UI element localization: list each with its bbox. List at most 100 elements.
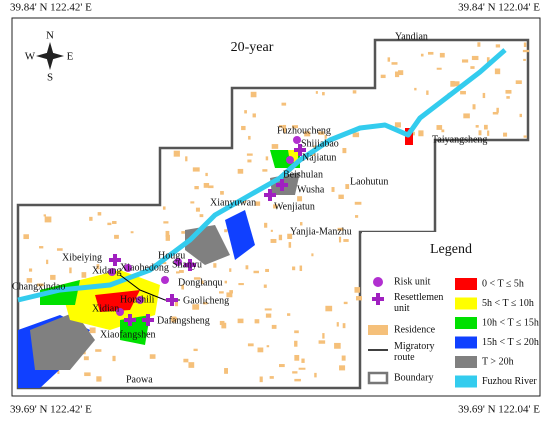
residence <box>185 156 188 162</box>
resettlement-unit <box>276 179 288 191</box>
legend-label: 10h < T ≤ 15h <box>482 317 539 328</box>
place-label: Xibeiying <box>62 252 102 263</box>
residence <box>324 134 327 139</box>
residence <box>193 277 201 280</box>
residence <box>219 291 224 294</box>
residence <box>46 259 49 265</box>
residence <box>380 74 386 79</box>
residence <box>262 169 268 172</box>
residence <box>208 185 214 189</box>
place-label: Hougu <box>158 250 185 261</box>
place-label: Xidian <box>92 303 119 314</box>
residence <box>264 308 272 311</box>
residence <box>162 206 166 210</box>
residence <box>482 92 486 99</box>
residence <box>298 367 306 370</box>
residence <box>114 234 119 239</box>
residence <box>171 316 177 323</box>
residence <box>250 91 257 98</box>
corner-coordinate: 39.69' N 122.42' E <box>10 404 92 416</box>
residence <box>253 270 259 274</box>
residence <box>336 322 339 327</box>
residence <box>23 234 29 240</box>
legend-swatch <box>455 278 477 290</box>
residence <box>523 58 526 61</box>
residence <box>496 107 499 113</box>
residence <box>292 125 299 129</box>
residence <box>36 283 44 287</box>
residence <box>176 271 180 274</box>
legend-box <box>362 232 538 394</box>
residence <box>112 221 117 224</box>
residence <box>165 234 170 241</box>
residence <box>254 319 260 324</box>
residence <box>270 229 273 232</box>
residence <box>355 215 359 218</box>
legend-label: route <box>394 352 415 363</box>
residence <box>50 274 56 280</box>
place-label: Xidang <box>92 265 121 276</box>
residence <box>203 182 210 188</box>
corner-coordinate: 39.69' N 122.04' E <box>458 404 540 416</box>
residence <box>436 67 442 70</box>
residence <box>294 354 300 361</box>
residence <box>494 68 501 75</box>
place-label: Yandian <box>395 31 428 42</box>
map-title: 20-year <box>231 40 274 55</box>
residence <box>461 59 469 63</box>
residence <box>292 266 296 271</box>
residence <box>398 70 404 76</box>
residence <box>273 204 278 209</box>
residence <box>304 131 311 137</box>
residence <box>394 71 400 78</box>
risk-unit <box>108 268 116 276</box>
legend-swatch <box>455 336 477 349</box>
residence <box>259 376 263 383</box>
resettlement-unit <box>142 314 154 326</box>
residence <box>265 156 269 161</box>
residence <box>519 113 523 118</box>
residence <box>26 278 33 283</box>
resettlement-unit <box>124 314 136 326</box>
place-label: Shijiabao <box>301 138 339 149</box>
residence <box>354 201 362 205</box>
residence <box>294 378 301 382</box>
place-label: Fuzhoucheng <box>277 125 331 136</box>
place-label: Xiaofangshen <box>100 329 156 340</box>
residence <box>163 221 169 224</box>
residence <box>436 125 443 130</box>
residence <box>495 44 501 48</box>
risk-unit <box>116 308 124 316</box>
residence <box>270 238 277 243</box>
residence <box>96 264 100 270</box>
residence <box>257 347 264 353</box>
residence <box>439 52 445 58</box>
place-label: Donglanqu <box>178 277 222 288</box>
legend-swatch <box>455 317 477 329</box>
residence <box>300 222 303 226</box>
legend-symbol <box>368 325 388 335</box>
place-label: Wenjiatun <box>274 201 315 212</box>
residence <box>149 354 156 359</box>
residence <box>192 167 200 172</box>
place-label: Beishulan <box>283 169 323 180</box>
residence <box>263 284 267 288</box>
legend-label: Residence <box>394 324 436 335</box>
place-label: Taiyangsheng <box>432 134 487 145</box>
residence <box>188 362 195 368</box>
residence <box>279 364 285 368</box>
compass-label: E <box>67 51 74 63</box>
compass-label: S <box>47 72 53 84</box>
place-label: Houshili <box>120 294 155 305</box>
residence <box>282 124 287 131</box>
residence <box>301 358 305 363</box>
residence <box>181 284 185 290</box>
residence <box>181 231 185 234</box>
residence <box>299 265 303 272</box>
residence <box>294 340 298 347</box>
flood-zones <box>18 128 413 388</box>
residence <box>229 290 233 294</box>
legend-label: Risk unit <box>394 276 431 287</box>
residence <box>342 147 347 154</box>
risk-unit <box>293 136 301 144</box>
